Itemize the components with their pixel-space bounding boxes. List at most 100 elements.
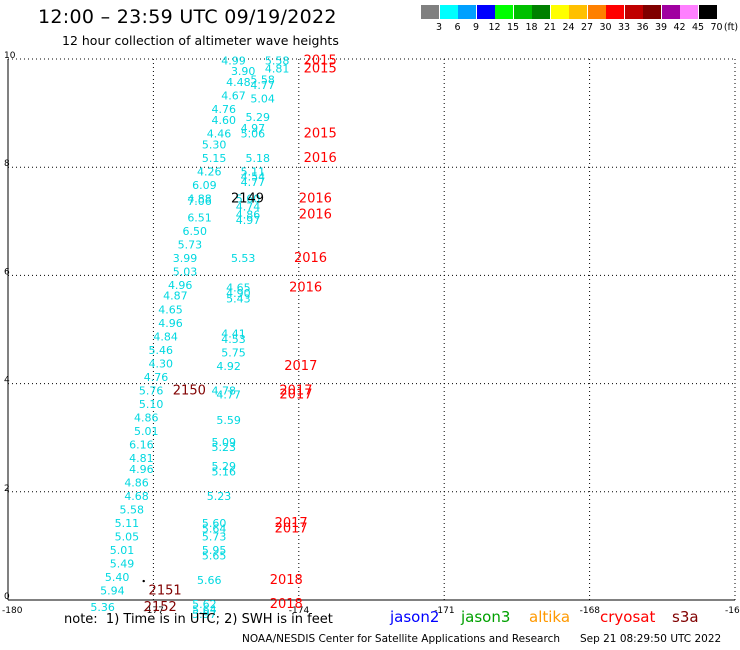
- legend-label: 15: [506, 22, 520, 33]
- pass-time-label: 2017: [284, 359, 317, 374]
- pass-time-label: 2151: [149, 584, 182, 599]
- pass-time-label: 2016: [299, 208, 332, 223]
- swh-value-label: 4.96: [129, 463, 154, 476]
- swh-value-label: 4.86: [124, 476, 149, 489]
- y-tick-label: 8: [4, 159, 10, 169]
- pass-time-label: 2016: [304, 151, 337, 166]
- swh-value-label: 5.53: [231, 252, 256, 265]
- swh-value-label: 5.95: [202, 544, 227, 557]
- track-point: [142, 579, 145, 583]
- pass-time-label: 2017: [279, 388, 312, 403]
- swh-value-label: 4.30: [149, 357, 174, 370]
- swh-value-label: 5.40: [105, 571, 130, 584]
- swh-value-label: 5.66: [197, 574, 222, 587]
- legend-swatch: [439, 5, 458, 19]
- swh-value-label: 5.46: [149, 344, 174, 357]
- legend-label: 27: [580, 22, 594, 33]
- swh-value-label: 3.90: [231, 65, 256, 78]
- swh-value-label: 5.49: [110, 558, 135, 571]
- satellite-label-s3a: s3a: [672, 608, 699, 626]
- pass-time-label: 2017: [279, 383, 312, 398]
- swh-value-label: 4.68: [124, 490, 149, 503]
- swh-value-label: 5.76: [139, 384, 164, 397]
- swh-value-label: 7.06: [187, 195, 212, 208]
- x-tick-label: -177: [143, 606, 163, 616]
- y-tick-label: 2: [4, 484, 10, 494]
- satellite-label-jason3: jason3: [461, 608, 511, 626]
- legend-label: 12: [488, 22, 501, 33]
- pass-time-label: 2015: [304, 53, 337, 68]
- swh-value-label: 5.60: [202, 517, 227, 530]
- legend-swatch: [680, 5, 698, 19]
- pass-time-label: 2017: [275, 516, 308, 531]
- swh-value-label: 4.76: [144, 371, 169, 384]
- timestamp-text: Sep 21 08:29:50 UTC 2022: [580, 633, 722, 645]
- swh-value-label: 4.86: [236, 209, 261, 222]
- legend-label: 42: [673, 22, 686, 33]
- swh-value-label: 5.06: [241, 127, 266, 140]
- swh-value-label: 4.90: [226, 287, 251, 300]
- legend-label: 33: [617, 22, 631, 33]
- y-tick-label: 10: [4, 51, 16, 61]
- pass-time-label: 2016: [299, 191, 332, 206]
- pass-time-label: 2016: [289, 281, 322, 296]
- swh-value-label: 4.77: [216, 389, 241, 402]
- credit-text: NOAA/NESDIS Center for Satellite Applica…: [242, 633, 560, 645]
- swh-value-label: 4.65: [158, 303, 183, 316]
- footer-note: note: 1) Time is in UTC; 2) SWH is in fe…: [64, 612, 333, 627]
- swh-value-label: 5.04: [250, 92, 274, 105]
- swh-value-label: 4.99: [221, 54, 246, 67]
- legend-label: 30: [599, 22, 612, 33]
- swh-value-label: 4.77: [250, 79, 274, 92]
- swh-value-label: 4.96: [168, 279, 193, 292]
- pass-time-label: 2150: [173, 383, 206, 398]
- swh-value-label: 4.92: [216, 360, 241, 373]
- legend-swatch: [661, 5, 680, 19]
- x-tick-label: -180: [2, 606, 23, 616]
- legend-swatch: [532, 5, 550, 19]
- pass-time-label: 2017: [275, 521, 308, 536]
- legend-label: 18: [525, 22, 538, 33]
- swh-value-label: 4.78: [212, 384, 237, 397]
- legend-label: 9: [472, 22, 480, 33]
- satellite-label-altika: altika: [529, 608, 571, 626]
- swh-value-label: 5.29: [245, 111, 270, 124]
- legend-label: 45: [691, 22, 705, 33]
- y-tick-label: 6: [4, 267, 10, 277]
- legend-label: 39: [654, 22, 668, 33]
- swh-value-label: 5.75: [221, 347, 246, 360]
- swh-value-label: 5.59: [216, 414, 241, 427]
- swh-value-label: 5.60: [236, 192, 261, 205]
- legend-swatch: [643, 5, 661, 19]
- swh-value-label: 5.05: [115, 530, 140, 543]
- swh-value-label: 5.36: [90, 601, 115, 614]
- swh-value-label: 5.64: [192, 604, 217, 617]
- pass-time-label: 2018: [270, 597, 303, 612]
- swh-value-label: 4.26: [197, 165, 222, 178]
- legend-swatch: [569, 5, 587, 19]
- legend-swatch: [458, 5, 476, 19]
- legend-label: 6: [454, 22, 461, 33]
- y-tick-label: 0: [4, 592, 10, 602]
- swh-value-label: 6.16: [129, 439, 154, 452]
- swh-value-label: 4.77: [241, 176, 266, 189]
- swh-value-label: 4.74: [236, 200, 261, 213]
- legend-swatch: [624, 5, 643, 19]
- swh-value-label: 5.30: [202, 138, 227, 151]
- legend-swatch: [587, 5, 606, 19]
- swh-value-label: 5.11: [241, 165, 266, 178]
- swh-value-label: 4.53: [221, 333, 246, 346]
- x-tick-label: -174: [289, 606, 310, 616]
- swh-value-label: 5.58: [119, 503, 143, 516]
- pass-time-label: 2015: [304, 126, 337, 141]
- legend-swatch: [495, 5, 513, 19]
- legend-label: 21: [543, 22, 557, 33]
- swh-value-label: 5.01: [110, 544, 135, 557]
- legend-label: 36: [636, 22, 649, 33]
- swh-value-label: 5.16: [212, 466, 237, 479]
- swh-value-label: 6.09: [192, 179, 217, 192]
- swh-value-label: 4.81: [265, 63, 290, 76]
- swh-value-label: 5.23: [207, 490, 232, 503]
- swh-value-label: 5.73: [202, 530, 227, 543]
